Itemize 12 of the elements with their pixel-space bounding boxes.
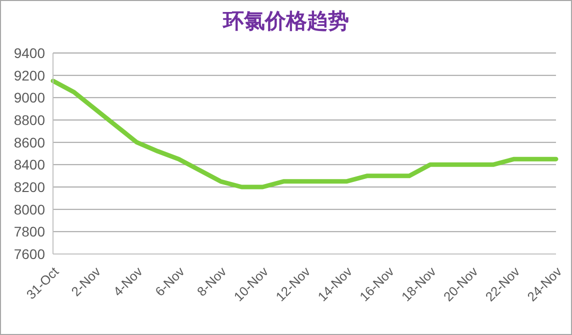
chart-title: 环氯价格趋势 (221, 7, 350, 35)
y-tick-label: 8800 (14, 112, 46, 128)
y-tick-label: 9200 (14, 67, 46, 84)
y-tick-label: 8600 (14, 134, 46, 150)
y-tick-label: 7600 (14, 246, 46, 262)
line-series (50, 78, 558, 190)
y-tick-label: 8400 (14, 156, 46, 173)
y-tick-label: 9000 (14, 90, 46, 106)
y-tick-label: 9400 (14, 44, 46, 61)
y-tick-label: 8200 (14, 178, 46, 195)
y-tick-label: 7800 (14, 224, 46, 240)
y-tick-label: 8000 (14, 201, 46, 218)
